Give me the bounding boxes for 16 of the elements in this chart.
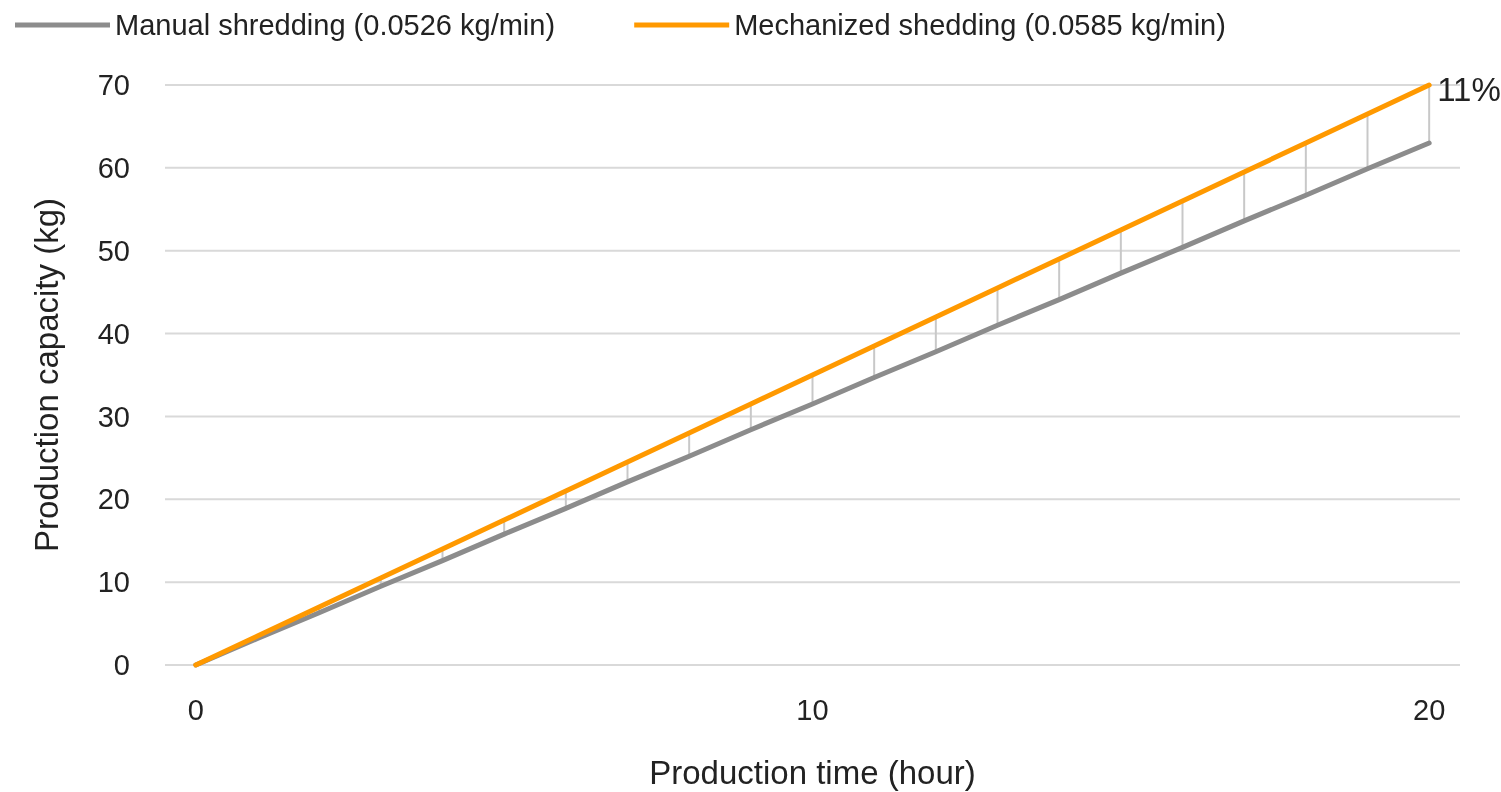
y-tick-label: 50 xyxy=(97,234,130,267)
x-axis-title: Production time (hour) xyxy=(649,754,976,791)
y-tick-label: 40 xyxy=(97,317,130,350)
legend-label: Manual shredding (0.0526 kg/min) xyxy=(115,9,556,42)
y-tick-label: 0 xyxy=(113,649,130,682)
x-tick-label: 0 xyxy=(187,694,204,726)
legend-label: Mechanized shedding (0.0585 kg/min) xyxy=(734,9,1226,42)
x-tick-label: 10 xyxy=(796,694,829,726)
y-tick-label: 10 xyxy=(97,566,130,599)
y-tick-label: 30 xyxy=(97,400,130,433)
annotation: 11% xyxy=(1437,70,1501,108)
x-tick-label: 20 xyxy=(1413,694,1446,726)
y-tick-label: 60 xyxy=(97,152,130,185)
y-tick-label: 70 xyxy=(97,69,130,102)
y-axis-title: Production capacity (kg) xyxy=(28,198,65,552)
y-tick-label: 20 xyxy=(97,483,130,516)
